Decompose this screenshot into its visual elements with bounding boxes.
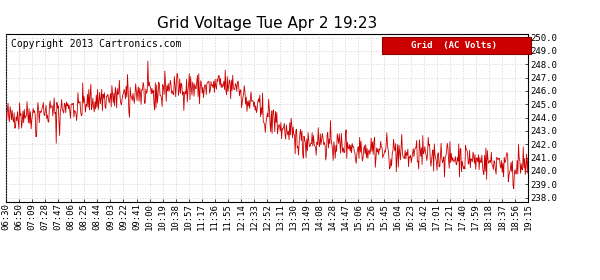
FancyBboxPatch shape <box>382 37 530 54</box>
Text: Copyright 2013 Cartronics.com: Copyright 2013 Cartronics.com <box>11 39 182 49</box>
Text: Grid  (AC Volts): Grid (AC Volts) <box>411 41 497 50</box>
Title: Grid Voltage Tue Apr 2 19:23: Grid Voltage Tue Apr 2 19:23 <box>157 16 377 31</box>
